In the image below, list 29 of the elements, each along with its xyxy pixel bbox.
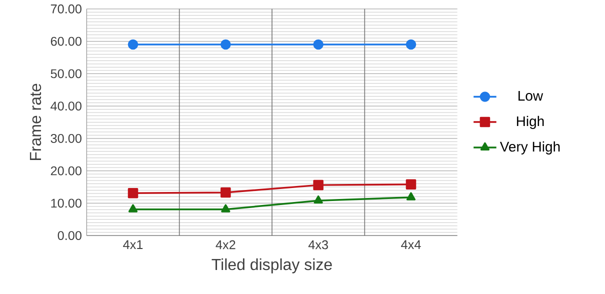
y-tick-label: 10.00	[51, 198, 82, 208]
x-tick-label: 4x3	[308, 240, 328, 250]
legend-label: Very High	[500, 141, 560, 154]
x-tick-label: 4x2	[216, 240, 236, 250]
y-tick-label: 60.00	[50, 36, 82, 46]
point	[128, 204, 138, 212]
point	[314, 195, 323, 204]
point	[313, 39, 324, 50]
point	[128, 188, 138, 198]
point	[128, 39, 138, 50]
y-tick-label: 20.00	[50, 166, 82, 176]
point	[406, 179, 416, 190]
point	[406, 192, 416, 200]
point	[406, 39, 416, 50]
x-axis-title: Tiled display size	[212, 258, 332, 274]
y-tick-label: 30.00	[50, 134, 82, 143]
legend-label: High	[516, 116, 544, 129]
x-tick-label: 4x1	[123, 240, 143, 249]
point	[313, 180, 324, 190]
point	[221, 204, 230, 212]
y-tick-label: 50.00	[50, 69, 82, 78]
x-tick-label: 4x4	[401, 240, 421, 249]
y-tick-label: 0.00	[58, 230, 82, 240]
y-tick-label: 70.00	[50, 4, 82, 14]
legend-label: Low	[518, 90, 544, 101]
point	[220, 39, 231, 50]
y-tick-label: 40.00	[50, 101, 82, 110]
point	[220, 187, 231, 198]
y-axis-title: Frame rate	[30, 84, 42, 160]
